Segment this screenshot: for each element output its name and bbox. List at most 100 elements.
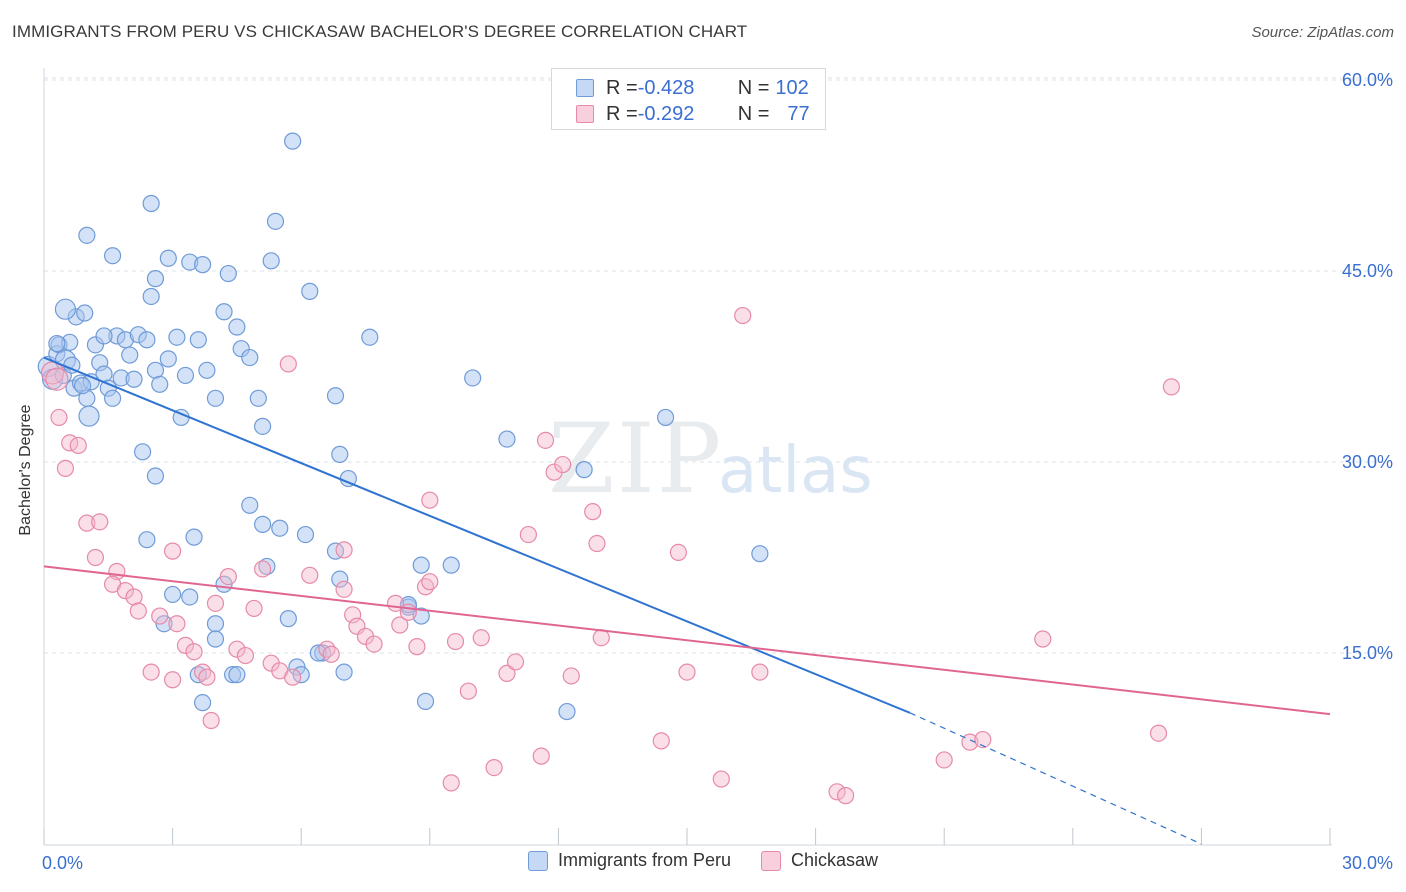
data-point-peru [168,328,186,346]
data-point-peru [138,331,156,349]
data-point-peru [159,350,177,368]
data-point-peru [48,334,66,353]
data-point-chickasaw [151,607,169,625]
data-point-chickasaw [837,787,855,805]
data-point-chickasaw [335,541,353,559]
data-point-peru [326,542,345,560]
data-point-chickasaw [322,645,340,663]
source-credit: Source: ZipAtlas.com [1251,24,1394,41]
data-point-peru [412,607,430,625]
n-value: 102 [775,76,809,99]
data-point-chickasaw [421,573,439,591]
legend-item-chickasaw[interactable]: Chickasaw [761,850,878,871]
data-point-peru [228,318,246,336]
data-point-chickasaw [485,758,503,777]
watermark-atlas: atlas [718,434,873,508]
data-point-peru [279,610,297,628]
data-point-peru [103,247,122,265]
data-point-peru [254,417,272,435]
data-point-chickasaw [45,367,69,391]
data-point-chickasaw [472,629,490,647]
data-point-peru [361,328,379,346]
data-point-chickasaw [50,408,68,427]
legend-swatch-blue [576,79,594,97]
data-point-peru [751,545,769,563]
data-point-chickasaw [588,534,606,553]
data-point-chickasaw [236,646,255,665]
data-point-peru [249,389,267,407]
data-point-chickasaw [1149,724,1168,742]
data-point-chickasaw [592,629,610,647]
data-point-peru [498,430,516,448]
data-point-chickasaw [1162,378,1180,396]
data-point-chickasaw [219,567,237,586]
data-point-chickasaw [245,599,263,618]
gridlines [44,77,1392,654]
y-tick-label: 15.0% [1342,643,1393,663]
data-point-peru [262,252,280,270]
data-point-chickasaw [78,514,96,532]
data-point-chickasaw [116,582,135,600]
legend-swatch-pink [576,105,594,123]
data-point-peru [189,331,207,349]
data-point-peru [296,525,315,544]
chart-title: IMMIGRANTS FROM PERU VS CHICKASAW BACHEL… [12,22,748,41]
r-value: -0.292 [637,102,695,125]
data-point-peru [412,556,430,574]
data-point-peru [125,370,143,388]
data-point-peru [206,389,225,407]
data-point-chickasaw [125,588,143,606]
data-point-peru [54,298,77,320]
series-chickasaw [40,306,1180,805]
data-point-peru [301,282,319,300]
data-point-peru [331,445,349,463]
x-tick-label: 30.0% [1342,853,1393,873]
x-tick-label: 0.0% [42,853,83,873]
data-point-peru [326,387,345,405]
r-value: -0.428 [637,76,695,99]
data-point-peru [266,212,285,230]
data-point-chickasaw [279,355,297,373]
data-point-peru [464,369,482,387]
series-immigrants-from-peru [37,132,769,721]
data-point-peru [103,389,122,407]
data-point-chickasaw [198,668,216,686]
data-point-chickasaw [185,643,203,661]
legend-item-peru[interactable]: Immigrants from Peru [527,850,731,871]
data-point-chickasaw [164,671,182,689]
data-point-chickasaw [734,306,752,325]
data-point-chickasaw [1034,630,1052,648]
data-point-chickasaw [365,635,383,653]
y-tick-label: 30.0% [1342,452,1393,472]
data-point-chickasaw [86,548,105,567]
data-point-peru [142,287,160,306]
data-point-chickasaw [206,594,225,612]
n-label: N = [737,102,770,125]
data-point-chickasaw [421,491,439,509]
data-point-peru [558,702,576,721]
data-point-chickasaw [168,615,186,633]
data-point-peru [309,644,327,662]
data-point-peru [176,366,195,385]
data-point-peru [215,303,233,321]
data-point-peru [181,588,199,606]
y-tick-label: 60.0% [1342,70,1393,90]
data-point-chickasaw [554,455,572,474]
legend-label: Chickasaw [791,850,879,870]
data-point-peru [142,194,160,213]
r-label: R = [606,76,638,99]
data-point-peru [228,666,246,684]
data-point-peru [146,270,165,288]
data-point-peru [185,528,203,546]
correlation-legend: R = -0.428 N = 102 R = -0.292 N = 77 [551,68,826,130]
data-point-peru [575,461,593,479]
trend-line-peru-extension [909,712,1202,845]
data-point-chickasaw [532,747,550,765]
data-point-peru [151,375,169,393]
data-point-peru [284,132,302,150]
data-point-peru [241,348,259,367]
data-point-chickasaw [228,640,246,658]
n-value: 77 [787,102,810,125]
data-point-chickasaw [751,663,769,681]
data-point-peru [206,615,225,633]
